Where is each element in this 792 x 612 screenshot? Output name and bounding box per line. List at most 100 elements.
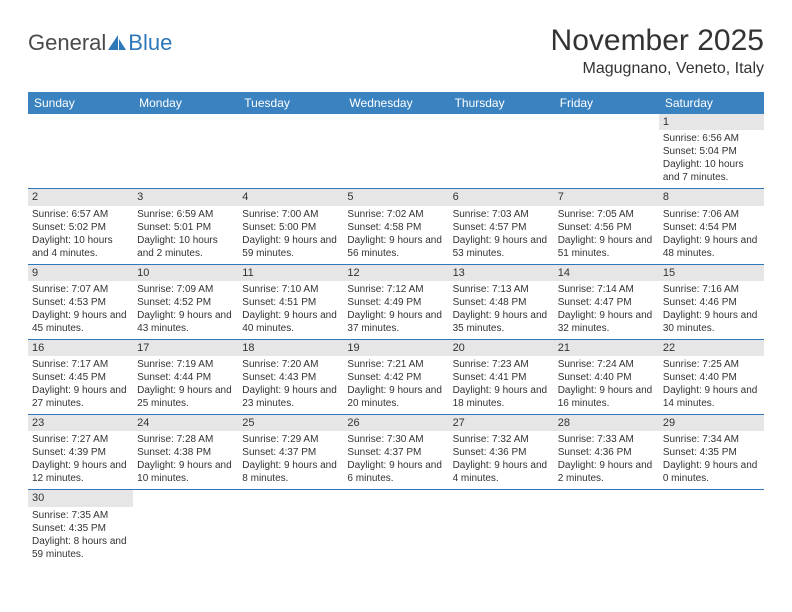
week-row: 9Sunrise: 7:07 AMSunset: 4:53 PMDaylight… (28, 265, 764, 340)
day-details: Sunrise: 6:59 AMSunset: 5:01 PMDaylight:… (133, 206, 238, 264)
logo: General Blue (28, 30, 172, 56)
day-number: 17 (133, 340, 238, 356)
day-details: Sunrise: 7:09 AMSunset: 4:52 PMDaylight:… (133, 281, 238, 339)
sunrise-line: Sunrise: 7:35 AM (32, 509, 129, 522)
sunset-line: Sunset: 4:43 PM (242, 371, 339, 384)
sunset-line: Sunset: 4:48 PM (453, 296, 550, 309)
day-cell: 27Sunrise: 7:32 AMSunset: 4:36 PMDayligh… (449, 415, 554, 489)
sunrise-line: Sunrise: 7:13 AM (453, 283, 550, 296)
weekday-header: Wednesday (343, 92, 448, 114)
day-number: 9 (28, 265, 133, 281)
day-details: Sunrise: 6:56 AMSunset: 5:04 PMDaylight:… (659, 130, 764, 188)
daylight-line: Daylight: 9 hours and 18 minutes. (453, 384, 550, 410)
sunrise-line: Sunrise: 7:06 AM (663, 208, 760, 221)
daylight-line: Daylight: 9 hours and 25 minutes. (137, 384, 234, 410)
week-row: 1Sunrise: 6:56 AMSunset: 5:04 PMDaylight… (28, 114, 764, 189)
day-number: 5 (343, 189, 448, 205)
sunrise-line: Sunrise: 7:05 AM (558, 208, 655, 221)
sunrise-line: Sunrise: 7:23 AM (453, 358, 550, 371)
sunrise-line: Sunrise: 6:59 AM (137, 208, 234, 221)
empty-day-cell (449, 114, 554, 188)
day-number: 27 (449, 415, 554, 431)
weekday-header: Tuesday (238, 92, 343, 114)
day-number: 21 (554, 340, 659, 356)
empty-day-cell (133, 114, 238, 188)
day-details: Sunrise: 7:23 AMSunset: 4:41 PMDaylight:… (449, 356, 554, 414)
day-cell: 26Sunrise: 7:30 AMSunset: 4:37 PMDayligh… (343, 415, 448, 489)
day-number: 28 (554, 415, 659, 431)
weekday-header: Friday (554, 92, 659, 114)
location-text: Magugnano, Veneto, Italy (551, 60, 764, 78)
day-number: 7 (554, 189, 659, 205)
sunrise-line: Sunrise: 6:56 AM (663, 132, 760, 145)
daylight-line: Daylight: 9 hours and 16 minutes. (558, 384, 655, 410)
day-cell: 25Sunrise: 7:29 AMSunset: 4:37 PMDayligh… (238, 415, 343, 489)
sunrise-line: Sunrise: 7:34 AM (663, 433, 760, 446)
week-row: 2Sunrise: 6:57 AMSunset: 5:02 PMDaylight… (28, 189, 764, 264)
sunrise-line: Sunrise: 7:12 AM (347, 283, 444, 296)
day-cell: 21Sunrise: 7:24 AMSunset: 4:40 PMDayligh… (554, 340, 659, 414)
day-number: 26 (343, 415, 448, 431)
sunrise-line: Sunrise: 7:16 AM (663, 283, 760, 296)
sunrise-line: Sunrise: 7:33 AM (558, 433, 655, 446)
sunset-line: Sunset: 4:37 PM (242, 446, 339, 459)
daylight-line: Daylight: 9 hours and 32 minutes. (558, 309, 655, 335)
day-details: Sunrise: 7:19 AMSunset: 4:44 PMDaylight:… (133, 356, 238, 414)
day-cell: 15Sunrise: 7:16 AMSunset: 4:46 PMDayligh… (659, 265, 764, 339)
sunrise-line: Sunrise: 7:27 AM (32, 433, 129, 446)
sunrise-line: Sunrise: 7:07 AM (32, 283, 129, 296)
day-details: Sunrise: 7:27 AMSunset: 4:39 PMDaylight:… (28, 431, 133, 489)
sunrise-line: Sunrise: 7:29 AM (242, 433, 339, 446)
day-cell: 10Sunrise: 7:09 AMSunset: 4:52 PMDayligh… (133, 265, 238, 339)
month-title: November 2025 (551, 24, 764, 58)
day-cell: 4Sunrise: 7:00 AMSunset: 5:00 PMDaylight… (238, 189, 343, 263)
day-cell: 18Sunrise: 7:20 AMSunset: 4:43 PMDayligh… (238, 340, 343, 414)
day-number: 12 (343, 265, 448, 281)
day-cell: 2Sunrise: 6:57 AMSunset: 5:02 PMDaylight… (28, 189, 133, 263)
empty-day-cell (238, 114, 343, 188)
sunrise-line: Sunrise: 7:02 AM (347, 208, 444, 221)
day-cell: 1Sunrise: 6:56 AMSunset: 5:04 PMDaylight… (659, 114, 764, 188)
sunset-line: Sunset: 4:41 PM (453, 371, 550, 384)
daylight-line: Daylight: 10 hours and 2 minutes. (137, 234, 234, 260)
day-cell: 22Sunrise: 7:25 AMSunset: 4:40 PMDayligh… (659, 340, 764, 414)
daylight-line: Daylight: 9 hours and 37 minutes. (347, 309, 444, 335)
sunset-line: Sunset: 5:01 PM (137, 221, 234, 234)
sunset-line: Sunset: 4:47 PM (558, 296, 655, 309)
sunset-line: Sunset: 4:49 PM (347, 296, 444, 309)
day-number: 8 (659, 189, 764, 205)
day-details: Sunrise: 7:13 AMSunset: 4:48 PMDaylight:… (449, 281, 554, 339)
daylight-line: Daylight: 9 hours and 53 minutes. (453, 234, 550, 260)
sunrise-line: Sunrise: 7:30 AM (347, 433, 444, 446)
weekday-header-row: SundayMondayTuesdayWednesdayThursdayFrid… (28, 92, 764, 114)
daylight-line: Daylight: 9 hours and 56 minutes. (347, 234, 444, 260)
empty-day-cell (238, 490, 343, 564)
sunset-line: Sunset: 4:56 PM (558, 221, 655, 234)
weekday-header: Thursday (449, 92, 554, 114)
daylight-line: Daylight: 9 hours and 20 minutes. (347, 384, 444, 410)
sunset-line: Sunset: 4:44 PM (137, 371, 234, 384)
daylight-line: Daylight: 10 hours and 7 minutes. (663, 158, 760, 184)
sunset-line: Sunset: 5:04 PM (663, 145, 760, 158)
weeks-container: 1Sunrise: 6:56 AMSunset: 5:04 PMDaylight… (28, 114, 764, 565)
sunrise-line: Sunrise: 7:09 AM (137, 283, 234, 296)
sunset-line: Sunset: 4:35 PM (663, 446, 760, 459)
day-details: Sunrise: 7:02 AMSunset: 4:58 PMDaylight:… (343, 206, 448, 264)
daylight-line: Daylight: 9 hours and 14 minutes. (663, 384, 760, 410)
day-cell: 23Sunrise: 7:27 AMSunset: 4:39 PMDayligh… (28, 415, 133, 489)
day-number: 30 (28, 490, 133, 506)
daylight-line: Daylight: 9 hours and 45 minutes. (32, 309, 129, 335)
day-cell: 19Sunrise: 7:21 AMSunset: 4:42 PMDayligh… (343, 340, 448, 414)
day-details: Sunrise: 7:32 AMSunset: 4:36 PMDaylight:… (449, 431, 554, 489)
sunset-line: Sunset: 4:38 PM (137, 446, 234, 459)
sunset-line: Sunset: 4:36 PM (558, 446, 655, 459)
day-details: Sunrise: 7:14 AMSunset: 4:47 PMDaylight:… (554, 281, 659, 339)
sunrise-line: Sunrise: 7:00 AM (242, 208, 339, 221)
day-details: Sunrise: 7:16 AMSunset: 4:46 PMDaylight:… (659, 281, 764, 339)
title-block: November 2025 Magugnano, Veneto, Italy (551, 24, 764, 78)
daylight-line: Daylight: 9 hours and 12 minutes. (32, 459, 129, 485)
day-number: 3 (133, 189, 238, 205)
day-cell: 14Sunrise: 7:14 AMSunset: 4:47 PMDayligh… (554, 265, 659, 339)
day-cell: 17Sunrise: 7:19 AMSunset: 4:44 PMDayligh… (133, 340, 238, 414)
day-number: 16 (28, 340, 133, 356)
